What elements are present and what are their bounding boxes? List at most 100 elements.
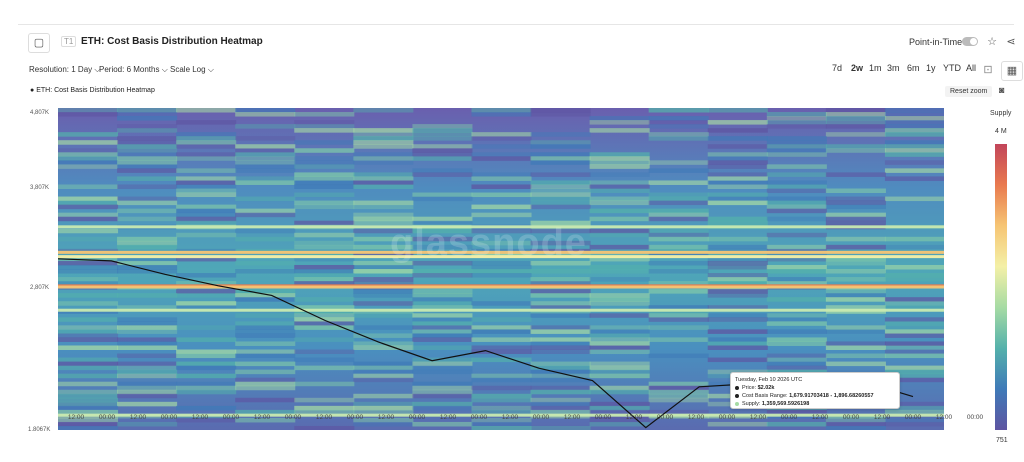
heatmap-cell <box>471 269 532 274</box>
heatmap-cell <box>766 365 827 371</box>
scale-select[interactable]: Scale Log ⌵ <box>170 65 214 74</box>
colorbar <box>995 144 1007 430</box>
range-button-1y[interactable]: 1y <box>926 63 936 73</box>
heatmap-cell <box>884 144 944 149</box>
heatmap-cell <box>530 188 591 194</box>
chart-title: ETH: Cost Basis Distribution Heatmap <box>81 36 263 47</box>
heatmap-cell <box>766 337 827 342</box>
heatmap-cell <box>176 168 237 173</box>
heatmap-cell <box>825 289 886 294</box>
heatmap-cell <box>825 200 886 206</box>
range-button-1m[interactable]: 1m <box>869 63 882 73</box>
heatmap-cell <box>825 220 886 226</box>
heatmap-plot[interactable] <box>58 108 944 430</box>
heatmap-cell <box>412 132 473 137</box>
heatmap-cell <box>353 313 414 318</box>
heatmap-cell <box>825 188 886 194</box>
heatmap-cell <box>235 176 296 181</box>
heatmap-cell <box>530 365 591 371</box>
heatmap-cell <box>648 409 709 415</box>
heatmap-cell <box>589 164 650 169</box>
heatmap-cell <box>884 349 944 355</box>
heatmap-cell <box>117 244 178 250</box>
heatmap-cell <box>117 116 178 121</box>
heatmap-cell <box>825 277 886 282</box>
heatmap-cell <box>884 333 944 338</box>
heatmap-cell <box>117 385 178 391</box>
heatmap-cell <box>412 365 473 371</box>
zoom-icon[interactable]: ⊡ <box>983 64 993 76</box>
x-tick-label: 00:00 <box>656 414 674 421</box>
heatmap-cell <box>117 144 178 149</box>
heatmap-cell <box>117 160 178 165</box>
range-button-6m[interactable]: 6m <box>907 63 920 73</box>
heatmap-cell <box>530 289 591 294</box>
heatmap-cell <box>530 385 591 391</box>
heatmap-cell <box>884 160 944 165</box>
share-icon[interactable]: ⋖ <box>1006 36 1016 48</box>
heatmap-cell <box>58 373 119 379</box>
heatmap-cell <box>58 301 119 306</box>
heatmap-cell <box>58 401 119 407</box>
heatmap-cell <box>530 260 591 266</box>
heatmap-cell <box>648 236 709 242</box>
heatmap-cell <box>530 301 591 306</box>
camera-icon[interactable]: ◙ <box>999 85 1005 95</box>
heatmap-cell <box>884 405 944 411</box>
heatmap-cell <box>707 357 768 363</box>
point-in-time-toggle[interactable] <box>962 37 978 46</box>
x-tick-label: 12:00 <box>811 414 829 421</box>
heatmap-cell <box>294 232 355 238</box>
resolution-select[interactable]: Resolution: 1 Day ⌵ <box>29 65 101 74</box>
heatmap-cell <box>707 236 768 242</box>
heatmap-cell <box>766 124 827 129</box>
heatmap-cell <box>707 313 768 318</box>
series-legend[interactable]: ● ETH: Cost Basis Distribution Heatmap <box>30 87 155 94</box>
range-button-all[interactable]: All <box>966 63 977 73</box>
heatmap-cell <box>471 421 532 427</box>
heatmap-cell <box>412 220 473 226</box>
heatmap-cell <box>471 397 532 403</box>
heatmap-cell <box>707 281 768 286</box>
heatmap-cell <box>353 325 414 330</box>
heatmap-cell <box>294 381 355 387</box>
heatmap-cell <box>589 256 650 262</box>
heatmap-cell <box>412 385 473 391</box>
heatmap-cell <box>825 297 886 302</box>
heatmap-cell <box>294 204 355 210</box>
star-icon[interactable]: ☆ <box>987 36 997 48</box>
heatmap-cell <box>58 381 119 387</box>
heatmap-cell <box>766 353 827 359</box>
heatmap-cell <box>58 417 119 423</box>
heatmap-cell <box>176 136 237 141</box>
heatmap-cell <box>530 349 591 355</box>
sidebar-icon[interactable]: ▢ <box>28 33 50 53</box>
heatmap-cell <box>117 136 178 141</box>
range-button-ytd[interactable]: YTD <box>943 63 961 73</box>
heatmap-cell <box>294 256 355 262</box>
heatmap-cell <box>176 365 237 371</box>
heatmap-cell <box>412 405 473 411</box>
period-select[interactable]: Period: 6 Months ⌵ <box>99 65 168 74</box>
heatmap-cell <box>235 160 296 165</box>
reset-zoom-button[interactable]: Reset zoom <box>945 86 993 97</box>
heatmap-cell <box>589 128 650 133</box>
heatmap-cell <box>530 281 591 286</box>
range-button-7d[interactable]: 7d <box>832 63 843 73</box>
heatmap-cell <box>471 377 532 383</box>
heatmap-cell <box>412 152 473 157</box>
heatmap-cell <box>530 172 591 177</box>
x-tick-label: 12:00 <box>687 414 705 421</box>
heatmap-cell <box>766 208 827 214</box>
calendar-icon[interactable]: ▦ <box>1001 61 1023 81</box>
heatmap-cell <box>235 144 296 149</box>
heatmap-cell <box>471 425 532 430</box>
heatmap-cell <box>707 156 768 161</box>
heatmap-cell <box>58 152 119 157</box>
range-button-2w[interactable]: 2w <box>851 63 864 73</box>
heatmap-cell <box>884 120 944 125</box>
heatmap-cell <box>648 389 709 395</box>
range-button-3m[interactable]: 3m <box>887 63 900 73</box>
heatmap-cell <box>176 256 237 262</box>
heatmap-cell <box>294 297 355 302</box>
